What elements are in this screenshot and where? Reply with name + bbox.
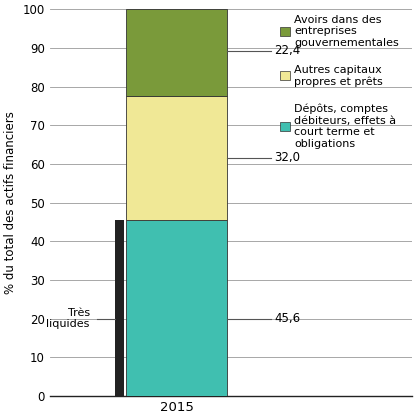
Bar bbox=[126, 9, 227, 96]
Text: 45,6: 45,6 bbox=[275, 312, 301, 325]
Bar bbox=[126, 219, 227, 396]
Bar bbox=[115, 219, 124, 396]
Y-axis label: % du total des actifs financiers: % du total des actifs financiers bbox=[4, 111, 17, 294]
Text: 22,4: 22,4 bbox=[275, 44, 301, 57]
Text: 32,0: 32,0 bbox=[275, 151, 301, 164]
Bar bbox=[126, 96, 227, 219]
Text: Très
liquides: Très liquides bbox=[46, 308, 90, 329]
Legend: Avoirs dans des
entreprises
gouvernementales, Autres capitaux
propres et prêts, : Avoirs dans des entreprises gouvernement… bbox=[280, 15, 399, 149]
